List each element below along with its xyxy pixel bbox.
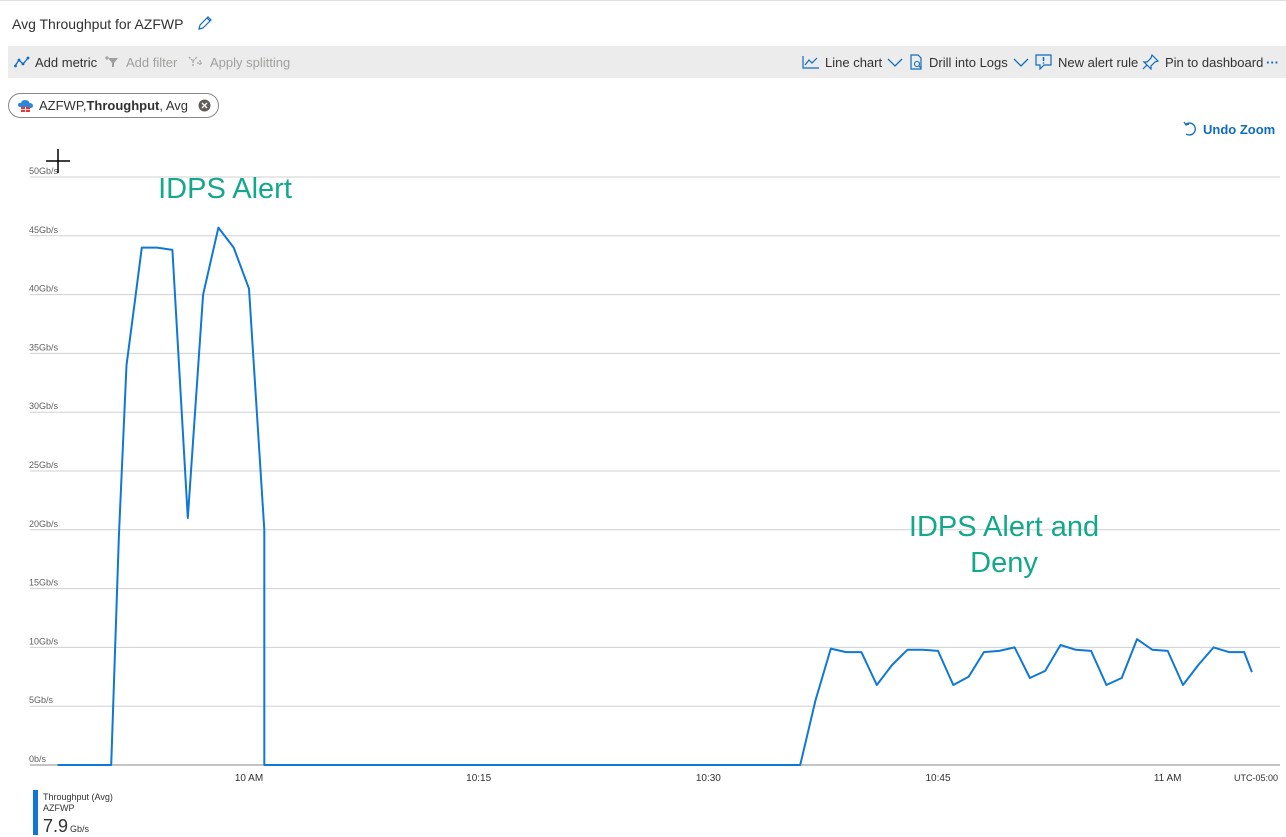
header-bar: Avg Throughput for AZFWP (0, 0, 1286, 46)
x-tick-label: 10:45 (925, 773, 950, 784)
x-tick-label: 11 AM (1154, 773, 1182, 784)
y-tick-label: 30Gb/s (29, 401, 59, 411)
y-tick-label: 15Gb/s (29, 578, 59, 588)
y-tick-label: 45Gb/s (29, 225, 59, 235)
annotation-idps-alert-and-deny: IDPS Alert and Deny (880, 509, 1128, 581)
add-filter-label: Add filter (126, 55, 177, 70)
y-tick-label: 40Gb/s (29, 284, 59, 294)
drill-into-logs-dropdown[interactable]: Drill into Logs (908, 46, 1029, 78)
add-metric-icon (14, 55, 30, 69)
apply-splitting-button[interactable]: Apply splitting (188, 46, 290, 78)
metric-pill-resource: AZFWP, (39, 98, 86, 113)
line-chart-label: Line chart (825, 55, 882, 70)
legend-resource: AZFWP (43, 803, 75, 813)
y-tick-label: 35Gb/s (29, 342, 59, 352)
chart-legend[interactable]: Throughput (Avg) AZFWP 7.9 Gb/s (33, 790, 233, 835)
close-icon[interactable] (198, 99, 211, 112)
y-tick-label: 5Gb/s (29, 695, 54, 705)
legend-series-name: Throughput (Avg) (43, 792, 113, 802)
apply-splitting-label: Apply splitting (210, 55, 290, 70)
x-tick-label: 10:15 (466, 773, 491, 784)
y-tick-label: 20Gb/s (29, 519, 59, 529)
legend-value: 7.9 (43, 816, 68, 836)
undo-zoom-button[interactable]: Undo Zoom (1183, 121, 1275, 137)
annotation-line-1: IDPS Alert and (880, 509, 1128, 545)
crosshair-cursor-icon (45, 148, 71, 174)
annotation-line-2: Deny (880, 545, 1128, 581)
chevron-down-icon (1013, 57, 1029, 67)
metric-pill-aggregation: , Avg (159, 98, 188, 113)
line-chart-dropdown[interactable]: Line chart (802, 46, 903, 78)
y-tick-label: 0b/s (29, 754, 47, 764)
more-options-button[interactable]: ··· (1266, 46, 1279, 78)
page-title: Avg Throughput for AZFWP (12, 16, 183, 32)
pin-to-dashboard-label: Pin to dashboard (1165, 55, 1263, 70)
add-filter-button[interactable]: Add filter (104, 46, 177, 78)
new-alert-rule-button[interactable]: New alert rule (1035, 46, 1138, 78)
annotation-idps-alert: IDPS Alert (120, 171, 330, 207)
pin-icon (1142, 54, 1160, 70)
new-alert-rule-label: New alert rule (1058, 55, 1138, 70)
x-tick-label: 10 AM (235, 773, 263, 784)
apply-splitting-icon (188, 55, 205, 69)
undo-icon (1183, 121, 1197, 137)
timezone-label: UTC-05:00 (1234, 773, 1278, 783)
drill-into-logs-label: Drill into Logs (929, 55, 1008, 70)
toolbar: Add metric Add filter Apply splitting Li… (8, 46, 1286, 78)
metric-pill[interactable]: AZFWP, Throughput, Avg (8, 93, 219, 118)
undo-zoom-label: Undo Zoom (1203, 122, 1275, 137)
add-filter-icon (104, 55, 121, 69)
line-chart-icon (802, 55, 820, 69)
legend-unit: Gb/s (70, 824, 89, 834)
metric-pill-metric: Throughput (86, 98, 159, 113)
y-tick-label: 25Gb/s (29, 460, 59, 470)
y-tick-label: 10Gb/s (29, 636, 59, 646)
add-metric-button[interactable]: Add metric (14, 46, 97, 78)
series-line (58, 228, 1252, 765)
firewall-policy-icon (17, 99, 34, 113)
alert-icon (1035, 54, 1053, 70)
pin-to-dashboard-button[interactable]: Pin to dashboard (1142, 46, 1263, 78)
chevron-down-icon (887, 57, 903, 67)
pencil-icon[interactable] (196, 14, 214, 32)
add-metric-label: Add metric (35, 55, 97, 70)
throughput-line-chart[interactable]: 0b/s 5Gb/s 10Gb/s 15Gb/s 20Gb/s 25Gb/s 30Gb/s 3… (0, 140, 1286, 790)
legend-color-swatch (33, 790, 38, 835)
logs-icon (908, 54, 924, 70)
x-tick-label: 10:30 (696, 773, 721, 784)
